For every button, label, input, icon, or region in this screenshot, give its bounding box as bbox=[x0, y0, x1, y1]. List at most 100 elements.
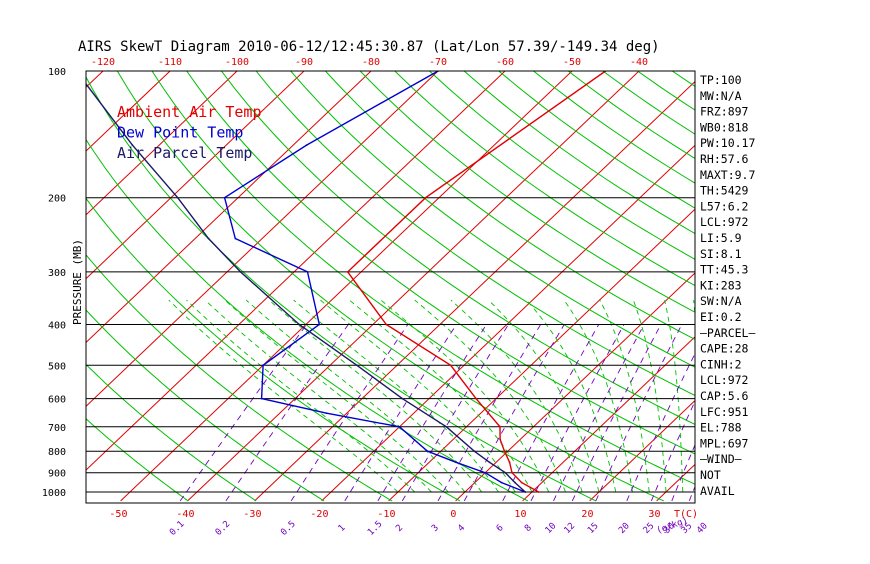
stat-line: CINH:2 bbox=[700, 357, 742, 371]
series-point bbox=[538, 491, 540, 493]
pressure-tick-label: 200 bbox=[48, 194, 66, 205]
series-point bbox=[521, 482, 523, 484]
stat-line: WB0:818 bbox=[700, 120, 749, 134]
mixing-ratio-label: 1 bbox=[337, 523, 348, 534]
dry-adiabat-line bbox=[477, 52, 870, 501]
series-point bbox=[499, 439, 501, 441]
stat-line: TP:100 bbox=[700, 73, 742, 87]
mixing-ratio-label: 0.5 bbox=[279, 519, 298, 538]
legend-entry: Ambient Air Temp bbox=[117, 103, 262, 121]
mixing-ratio-label: 1.5 bbox=[366, 519, 385, 538]
isotherm-line bbox=[858, 52, 870, 501]
series-point bbox=[75, 70, 77, 72]
series-point bbox=[455, 461, 457, 463]
stat-line: AVAIL bbox=[700, 484, 735, 498]
bottom-temp-tick-label: -40 bbox=[176, 509, 194, 520]
moist-adiabat-line bbox=[694, 300, 700, 492]
stat-line: L57:6.2 bbox=[700, 199, 748, 213]
dry-adiabat-line bbox=[443, 52, 870, 501]
dry-adiabat-line bbox=[275, 52, 870, 501]
chart-title: AIRS SkewT Diagram 2010-06-12/12:45:30.8… bbox=[78, 39, 660, 55]
mixing-ratio-label: 10 bbox=[544, 521, 559, 536]
mixing-ratio-line bbox=[378, 325, 487, 501]
stat-line: MW:N/A bbox=[700, 89, 742, 103]
series-line bbox=[225, 71, 526, 492]
mixing-ratio-label: 20 bbox=[617, 521, 632, 536]
series-point bbox=[425, 197, 427, 199]
mixing-ratio-label: 3 bbox=[430, 523, 441, 534]
top-temp-tick-label: -60 bbox=[496, 57, 514, 68]
stat-line: RH:57.6 bbox=[700, 152, 749, 166]
pressure-tick-label: 900 bbox=[48, 469, 66, 480]
dry-adiabat-line bbox=[410, 52, 870, 501]
top-temp-tick-label: -120 bbox=[91, 57, 115, 68]
mixing-ratio-line bbox=[554, 325, 645, 501]
mixing-ratio-label: 15 bbox=[586, 521, 601, 536]
top-temp-tick-label: -90 bbox=[295, 57, 313, 68]
pressure-tick-label: 800 bbox=[48, 447, 66, 458]
series-point bbox=[427, 450, 429, 452]
moist-adiabat-line bbox=[349, 300, 532, 492]
stat-line: MAXT:9.7 bbox=[700, 168, 755, 182]
series-point bbox=[511, 472, 513, 474]
series-point bbox=[326, 412, 328, 414]
pressure-tick-label: 500 bbox=[48, 361, 66, 372]
stat-line: NOT bbox=[700, 468, 721, 482]
isotherm-line bbox=[791, 52, 870, 501]
stat-line: SW:N/A bbox=[700, 294, 742, 308]
stat-line: TT:45.3 bbox=[700, 263, 749, 277]
series-point bbox=[499, 426, 501, 428]
dry-adiabat-line bbox=[511, 52, 870, 501]
mixing-ratio-label: 0.1 bbox=[168, 519, 187, 538]
series-point bbox=[484, 472, 486, 474]
series-point bbox=[399, 426, 401, 428]
top-temp-tick-label: -70 bbox=[429, 57, 447, 68]
mixing-ratio-label: 0.2 bbox=[214, 519, 233, 538]
isotherm-line bbox=[456, 52, 870, 501]
legend-entry: Air Parcel Temp bbox=[117, 144, 252, 162]
moist-adiabat-line bbox=[205, 300, 431, 492]
stat-line: CAPE:28 bbox=[700, 342, 749, 356]
series-point bbox=[475, 398, 477, 400]
mixing-ratio-line bbox=[402, 325, 508, 501]
bottom-temp-tick-label: 30 bbox=[648, 509, 660, 520]
series-point bbox=[262, 364, 264, 366]
stat-line: SI:8.1 bbox=[700, 247, 742, 261]
top-temp-tick-label: -110 bbox=[158, 57, 182, 68]
pressure-tick-label: 100 bbox=[48, 67, 66, 78]
series-point bbox=[489, 461, 491, 463]
isotherm-line bbox=[657, 52, 870, 501]
mixing-ratio-line bbox=[572, 325, 661, 501]
series-point bbox=[347, 271, 349, 273]
isotherm-line bbox=[523, 52, 870, 501]
top-temp-tick-label: -50 bbox=[563, 57, 581, 68]
mixing-ratio-label: 25 bbox=[642, 521, 657, 536]
stat-line: LCL:972 bbox=[700, 373, 748, 387]
series-point bbox=[514, 482, 516, 484]
series-point bbox=[401, 398, 403, 400]
legend: Ambient Air Temp Dew Point Temp Air Parcel… bbox=[117, 103, 262, 162]
bottom-temp-tick-label: -20 bbox=[310, 509, 328, 520]
series-point bbox=[177, 197, 179, 199]
stat-line: —PARCEL— bbox=[700, 326, 755, 340]
top-temp-tick-label: -40 bbox=[630, 57, 648, 68]
series-point bbox=[298, 324, 300, 326]
moist-adiabat-line bbox=[665, 300, 683, 492]
mixing-ratio-label: 40 bbox=[695, 521, 710, 536]
series-point bbox=[524, 491, 526, 493]
series-point bbox=[307, 271, 309, 273]
series-point bbox=[306, 144, 308, 146]
isotherm-line bbox=[255, 52, 727, 501]
series-point bbox=[501, 482, 503, 484]
series-point bbox=[445, 426, 447, 428]
legend-entry: Dew Point Temp bbox=[117, 124, 243, 142]
top-temp-tick-label: -100 bbox=[225, 57, 249, 68]
pressure-tick-label: 1000 bbox=[42, 488, 66, 499]
stat-line: MPL:697 bbox=[700, 436, 749, 450]
series-point bbox=[261, 398, 263, 400]
series-point bbox=[318, 324, 320, 326]
pressure-tick-label: 700 bbox=[48, 423, 66, 434]
stat-line: PW:10.17 bbox=[700, 136, 755, 150]
stat-line: EL:788 bbox=[700, 421, 742, 435]
